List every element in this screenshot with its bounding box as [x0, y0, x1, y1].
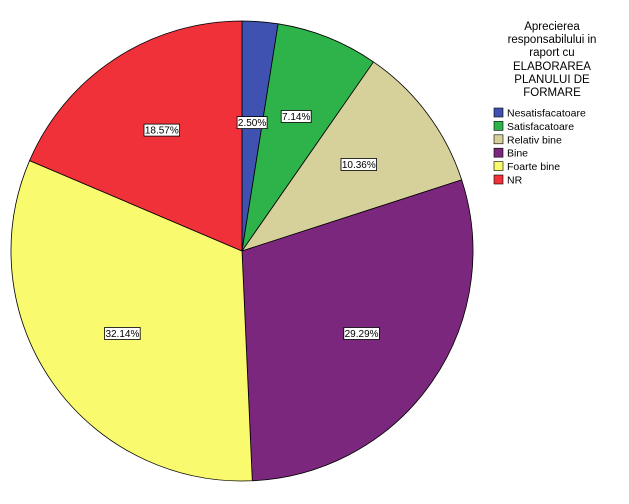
slice-value-label: 32.14%: [104, 327, 141, 340]
slice-label-box: [104, 327, 141, 340]
legend-label: Nesatisfacatoare: [507, 108, 586, 120]
slice-label-box: [343, 327, 380, 340]
slice-value-text: 18.57%: [145, 126, 179, 137]
slice-label-box: [280, 110, 312, 123]
pie-slice-relativ-bine: [241, 61, 463, 252]
slice-value-text: 29.29%: [345, 329, 379, 340]
slice-value-label: 2.50%: [236, 116, 268, 129]
slice-label-box: [236, 116, 268, 129]
slice-value-text: 10.36%: [342, 160, 376, 171]
chart-title-line: raport cu: [529, 47, 574, 59]
legend-swatch: [493, 121, 504, 131]
legend-label: Satisfacatoare: [507, 121, 574, 133]
legend-swatch: [493, 161, 504, 171]
legend-item: NR: [493, 174, 523, 187]
legend-item: Foarte bine: [493, 161, 560, 173]
slice-label-box: [340, 158, 377, 171]
pie-slices: [10, 20, 474, 482]
legend-swatch: [493, 147, 504, 158]
legend-swatch: [493, 107, 504, 118]
chart-title-line: Aprecierea: [524, 21, 580, 33]
legend-item: Bine: [493, 147, 528, 160]
pie-slice-nr: [29, 20, 243, 252]
legend-item: Nesatisfacatoare: [493, 107, 586, 120]
slice-value-label: 10.36%: [340, 158, 377, 171]
legend-label: Foarte bine: [507, 161, 560, 173]
slice-labels: 2.50% 7.14% 10.36% 29.29% 32.14% 18.57%: [104, 110, 380, 340]
slice-value-label: 7.14%: [280, 110, 312, 123]
pie-slice-satisfacatoare: [241, 23, 374, 252]
slice-value-text: 7.14%: [282, 112, 310, 123]
slice-value-label: 29.29%: [343, 327, 380, 340]
pie-slice-foarte-bine: [10, 160, 253, 482]
chart-title-line: responsabilului in: [508, 34, 597, 46]
legend-label: NR: [507, 175, 523, 187]
legend-label: Relativ bine: [507, 134, 562, 146]
legend-swatch: [493, 174, 504, 185]
chart-title-line: FORMARE: [523, 87, 581, 99]
legend-item: Satisfacatoare: [493, 121, 574, 133]
slice-value-label: 18.57%: [143, 123, 180, 137]
legend-swatch: [493, 134, 504, 145]
chart-title: Aprecierea responsabilului in raport cu …: [508, 21, 597, 99]
slice-value-text: 32.14%: [105, 329, 139, 340]
slice-value-text: 2.50%: [238, 118, 266, 129]
legend-label: Bine: [507, 148, 528, 160]
slice-label-box: [143, 123, 180, 137]
legend-item: Relativ bine: [493, 134, 562, 146]
chart-title-line: ELABORAREA: [513, 61, 591, 73]
chart-title-line: PLANULUI DE: [514, 74, 590, 86]
